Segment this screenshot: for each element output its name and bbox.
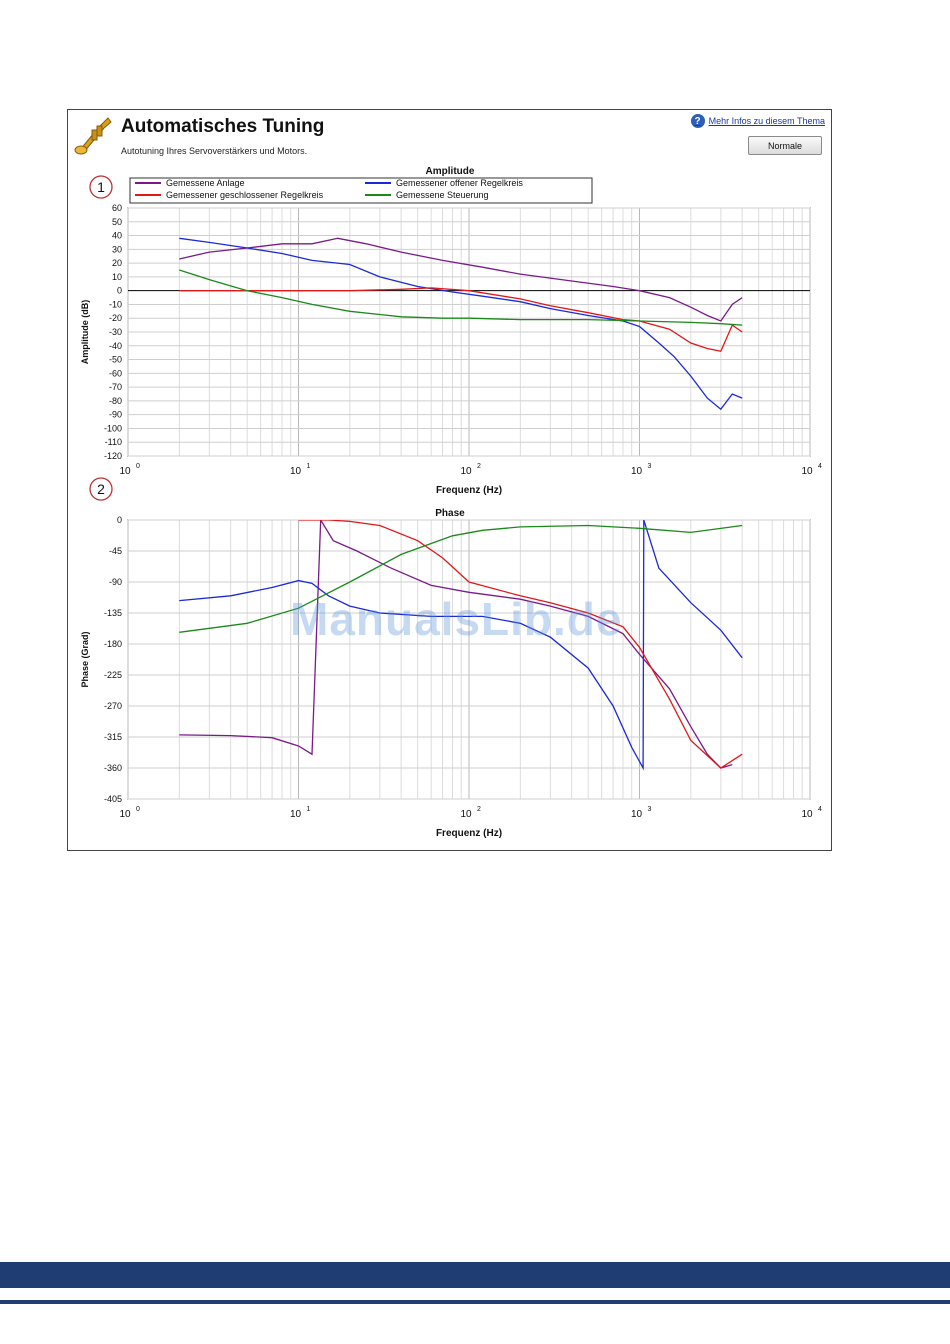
x-tick-label: 10 (119, 466, 131, 477)
y-tick-label: -70 (109, 382, 122, 392)
x-tick-label: 10 (460, 466, 472, 477)
y-tick-label: -110 (105, 437, 122, 447)
y-tick-label: 60 (112, 203, 122, 213)
chart-marker-circle (89, 477, 113, 501)
footer-line (0, 1300, 950, 1304)
chart-1: 6050403020100-10-20-30-40-50-60-70-80-90… (80, 166, 822, 496)
y-tick-label: 0 (117, 515, 122, 525)
y-tick-label: 50 (112, 217, 122, 227)
y-tick-label: -405 (104, 794, 122, 804)
y-tick-label: -225 (104, 670, 122, 680)
y-tick-label: -60 (109, 368, 122, 378)
series-line-plant (179, 237, 743, 322)
x-tick-exponent: 3 (648, 806, 652, 813)
x-tick-label: 10 (290, 809, 302, 820)
x-tick-exponent: 2 (477, 806, 481, 813)
x-tick-exponent: 1 (307, 463, 311, 470)
chart-title: Phase (435, 508, 465, 519)
series-line-feedforward (179, 524, 743, 633)
normal-mode-button[interactable]: Normale (748, 136, 822, 155)
y-tick-label: -90 (109, 410, 122, 420)
chart-marker-circle (89, 175, 113, 199)
y-tick-label: 20 (112, 258, 122, 268)
x-tick-exponent: 2 (477, 463, 481, 470)
x-tick-label: 10 (801, 466, 813, 477)
x-tick-label: 10 (290, 466, 302, 477)
legend-box (129, 177, 593, 204)
chart-2: 0 -45 -90 -135 -180 -225 -270 -315 -360 -405 10 0 10… (80, 477, 822, 839)
series-line-open_loop (179, 237, 743, 411)
y-tick-label: -180 (104, 639, 122, 649)
y-tick-label: -100 (104, 423, 122, 433)
series-line-plant (179, 520, 733, 769)
y-tick-label: 10 (112, 272, 122, 282)
chart-marker-number: 1 (97, 179, 105, 195)
y-tick-label: -135 (104, 608, 122, 618)
y-tick-label: 30 (112, 244, 122, 254)
y-tick-label: -40 (109, 341, 122, 351)
help-icon: ? (690, 114, 705, 128)
legend-entry: Gemessener offener Regelkreis (396, 178, 523, 188)
legend-entry: Gemessene Anlage (166, 178, 245, 188)
legend-entry: Gemessene Steuerung (396, 190, 489, 200)
x-tick-label: 10 (631, 809, 643, 820)
y-tick-label: -20 (109, 313, 122, 323)
series-line-feedforward (179, 269, 743, 326)
chart-marker-number: 2 (97, 481, 105, 497)
x-tick-exponent: 1 (307, 806, 311, 813)
x-tick-exponent: 4 (818, 463, 822, 470)
y-tick-label: -30 (109, 327, 122, 337)
x-tick-label: 10 (801, 809, 813, 820)
y-tick-label: -90 (109, 577, 122, 587)
y-tick-label: -45 (109, 546, 122, 556)
x-tick-label: 10 (460, 809, 472, 820)
y-tick-label: 40 (112, 231, 122, 241)
legend-entry: Gemessener geschlossener Regelkreis (166, 190, 324, 200)
y-tick-label: -50 (109, 355, 122, 365)
y-tick-label: -10 (109, 299, 122, 309)
y-tick-label: -360 (104, 763, 122, 773)
x-tick-exponent: 4 (818, 806, 822, 813)
series-line-open_loop (179, 520, 743, 771)
watermark: ManualsLib.de (290, 593, 623, 645)
x-tick-exponent: 0 (136, 463, 140, 470)
series-line-closed_loop (179, 287, 743, 353)
y-tick-label: -120 (104, 451, 122, 461)
trumpet-icon (74, 117, 112, 155)
y-tick-label: -315 (104, 732, 122, 742)
x-axis-label: Frequenz (Hz) (436, 828, 502, 839)
x-axis-label: Frequenz (Hz) (436, 485, 502, 496)
help-link-label: Mehr Infos zu diesem Thema (708, 116, 825, 126)
x-tick-exponent: 3 (648, 463, 652, 470)
footer-band (0, 1262, 950, 1288)
dialog-title: Automatisches Tuning (121, 116, 325, 137)
y-axis-label: Phase (Grad) (80, 631, 90, 687)
x-tick-exponent: 0 (136, 806, 140, 813)
legend: Gemessene Anlage Gemessener offener Regel… (129, 177, 593, 204)
x-tick-label: 10 (119, 809, 131, 820)
y-tick-label: -80 (109, 396, 122, 406)
chart-title: Amplitude (426, 166, 475, 177)
help-link[interactable]: ? Mehr Infos zu diesem Thema (690, 114, 825, 128)
y-tick-label: 0 (117, 286, 122, 296)
series-line-closed_loop (298, 520, 743, 769)
x-tick-label: 10 (631, 466, 643, 477)
y-axis-label: Amplitude (dB) (80, 300, 90, 365)
y-tick-label: -270 (104, 701, 122, 711)
dialog-subtitle: Autotuning Ihres Servoverstärkers und Mo… (121, 146, 308, 156)
